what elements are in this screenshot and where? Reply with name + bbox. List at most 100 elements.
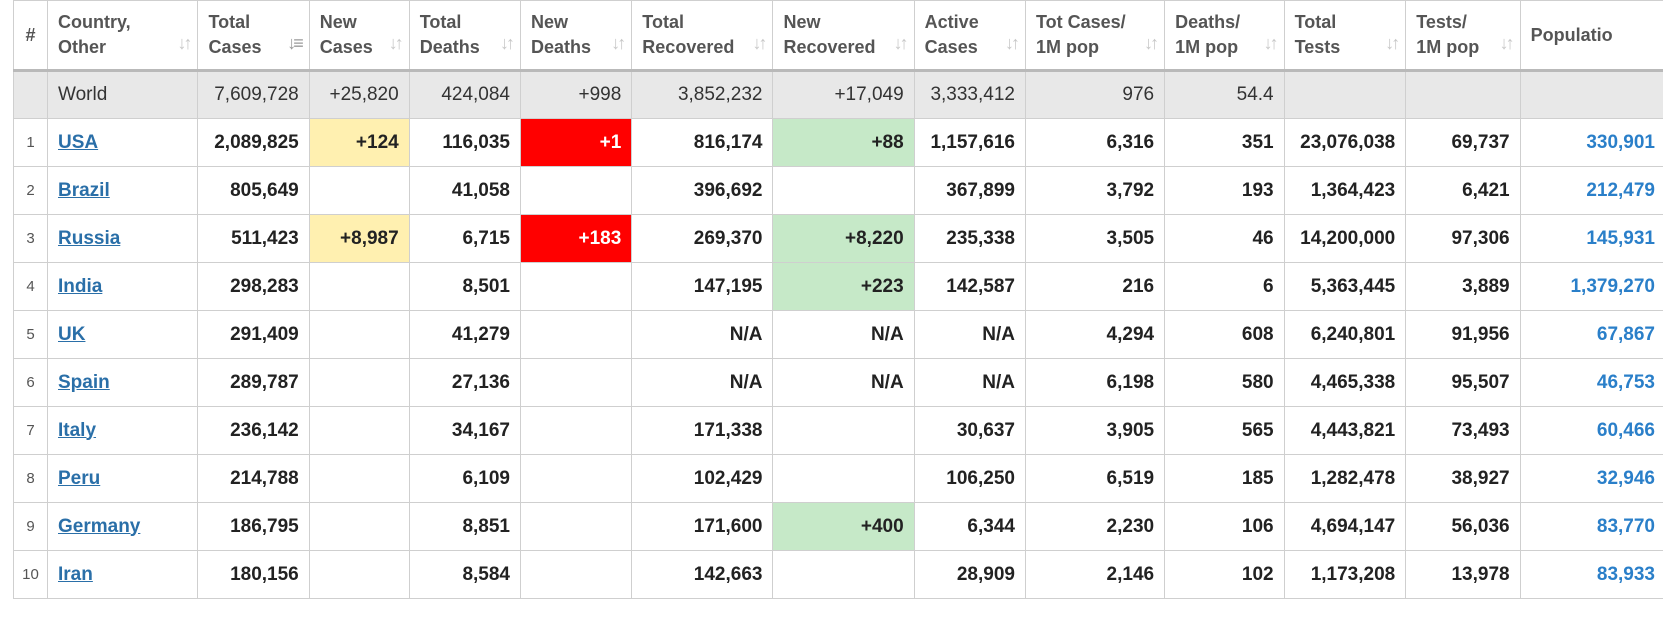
cases-per-1m-cell: 6,519 [1024,454,1166,503]
header-label-line2: Cases [924,37,978,57]
sort-arrows-icon[interactable]: ↓↑ [1004,33,1020,53]
new-deaths-cell: +183 [519,214,633,263]
active-cases-cell: 3,333,412 [913,70,1026,119]
header-population[interactable]: Populatio [1519,0,1663,72]
country-link[interactable]: Peru [58,467,101,489]
header-new-deaths[interactable]: New Deaths ↓↑ [519,0,633,72]
sort-arrows-icon[interactable]: ↓↑ [752,33,767,53]
new-cases-cell: +8,987 [308,214,410,263]
rank-cell: 2 [13,166,48,215]
header-label-line2: Deaths [531,37,592,57]
country-link[interactable]: Spain [58,371,110,393]
sort-arrows-icon[interactable]: ↓↑ [500,33,515,53]
rank-cell: 4 [13,262,48,311]
cases-per-1m-cell: 4,294 [1024,310,1166,359]
new-cases-cell [308,310,410,359]
country-link[interactable]: Iran [58,563,93,585]
new-cases-cell [308,550,410,599]
rank-cell: 5 [13,310,48,359]
country-link[interactable]: UK [58,323,86,345]
total-tests-cell: 6,240,801 [1283,310,1407,359]
sort-descending-icon[interactable]: ↓≡ [287,33,303,53]
sort-arrows-icon[interactable]: ↓↑ [388,33,404,53]
header-label-line2: Tests [1294,37,1341,57]
total-cases-cell: 805,649 [197,166,310,215]
table-row: 8 Peru 214,788 6,109 102,429 106,250 6,519 185 1… [13,454,1663,503]
country-link[interactable]: USA [58,131,99,153]
header-total-deaths[interactable]: Total Deaths ↓↑ [408,0,522,72]
rank-cell: 6 [13,358,48,407]
header-total-recovered[interactable]: Total Recovered ↓↑ [631,0,774,72]
active-cases-cell: 28,909 [913,550,1026,599]
header-label-line1: Tot Cases/ [1035,12,1126,32]
population-cell: 83,770 [1519,502,1663,551]
table-row: 10 Iran 180,156 8,584 142,663 28,909 2,146 102 1… [13,550,1663,599]
country-link[interactable]: India [58,275,103,297]
header-new-recovered[interactable]: New Recovered ↓↑ [772,0,915,72]
total-cases-cell: 289,787 [197,358,310,407]
header-total-cases[interactable]: Total Cases ↓≡ [197,0,310,72]
deaths-per-1m-cell: 193 [1164,166,1285,215]
total-recovered-cell: 269,370 [631,214,774,263]
rank-cell: 8 [13,454,48,503]
sort-arrows-icon[interactable]: ↓↑ [611,33,626,53]
total-deaths-cell: 8,501 [408,262,522,311]
header-label-line1: Populatio [1530,24,1613,45]
sort-arrows-icon[interactable]: ↓↑ [177,33,192,53]
sort-arrows-icon[interactable]: ↓↑ [1263,33,1279,53]
header-tests-per-1m[interactable]: Tests/1M pop ↓↑ [1405,0,1521,72]
table-row: 4 India 298,283 8,501 147,195 +223 142,587 216 6… [13,262,1663,311]
table-row: 5 UK 291,409 41,279 N/A N/A N/A 4,294 608 6,240,8… [13,310,1663,359]
header-active-cases[interactable]: Active Cases ↓↑ [913,0,1026,72]
header-label-line1: Total [642,12,684,32]
header-row: # Country, Other ↓↑ Total Cases ↓≡ New Cases ↓… [13,0,1663,72]
header-label-line1: Total [1294,12,1337,32]
deaths-per-1m-cell: 6 [1164,262,1285,311]
population-cell: 60,466 [1519,406,1663,455]
total-tests-cell: 5,363,445 [1283,262,1407,311]
total-deaths-cell: 8,584 [408,550,522,599]
total-deaths-cell: 424,084 [408,70,522,119]
total-cases-cell: 186,795 [197,502,310,551]
header-rank[interactable]: # [13,0,48,72]
new-recovered-cell: +88 [772,118,915,167]
country-link[interactable]: Germany [58,515,141,537]
total-cases-cell: 214,788 [197,454,310,503]
header-label-line2: Deaths [419,37,480,57]
sort-arrows-icon[interactable]: ↓↑ [1385,33,1400,53]
new-deaths-cell: +1 [519,118,633,167]
header-cases-per-1m[interactable]: Tot Cases/1M pop ↓↑ [1024,0,1166,72]
country-link[interactable]: Brazil [58,179,110,201]
tests-per-1m-cell: 56,036 [1405,502,1521,551]
total-tests-cell: 14,200,000 [1283,214,1407,263]
header-deaths-per-1m[interactable]: Deaths/1M pop ↓↑ [1164,0,1285,72]
deaths-per-1m-cell: 106 [1164,502,1285,551]
header-label-line2: Recovered [783,37,876,57]
total-recovered-cell: 171,338 [631,406,774,455]
cases-per-1m-cell: 6,316 [1024,118,1166,167]
sort-arrows-icon[interactable]: ↓↑ [1144,33,1159,53]
new-cases-cell: +25,820 [308,70,410,119]
deaths-per-1m-cell: 580 [1164,358,1285,407]
deaths-per-1m-cell: 565 [1164,406,1285,455]
cases-per-1m-cell: 976 [1024,70,1166,119]
country-cell: India [46,262,199,311]
header-new-cases[interactable]: New Cases ↓↑ [308,0,410,72]
table-container: # Country, Other ↓↑ Total Cases ↓≡ New Cases ↓… [13,0,1663,634]
tests-per-1m-cell: 97,306 [1405,214,1521,263]
table-row: 9 Germany 186,795 8,851 171,600 +400 6,344 2,23… [13,502,1663,551]
total-deaths-cell: 41,279 [408,310,522,359]
total-deaths-cell: 41,058 [408,166,522,215]
sort-arrows-icon[interactable]: ↓↑ [1499,33,1515,53]
table-row: 3 Russia 511,423 +8,987 6,715 +183 269,370 +8,2… [13,214,1663,263]
new-recovered-cell: +223 [772,262,915,311]
sort-arrows-icon[interactable]: ↓↑ [893,33,909,53]
country-link[interactable]: Italy [58,419,97,441]
population-cell [1519,70,1663,119]
country-link[interactable]: Russia [58,227,121,249]
total-tests-cell: 23,076,038 [1283,118,1407,167]
new-deaths-cell [519,454,633,503]
country-cell: Iran [46,550,199,599]
header-country[interactable]: Country, Other ↓↑ [46,0,199,72]
header-total-tests[interactable]: Total Tests ↓↑ [1283,0,1407,72]
